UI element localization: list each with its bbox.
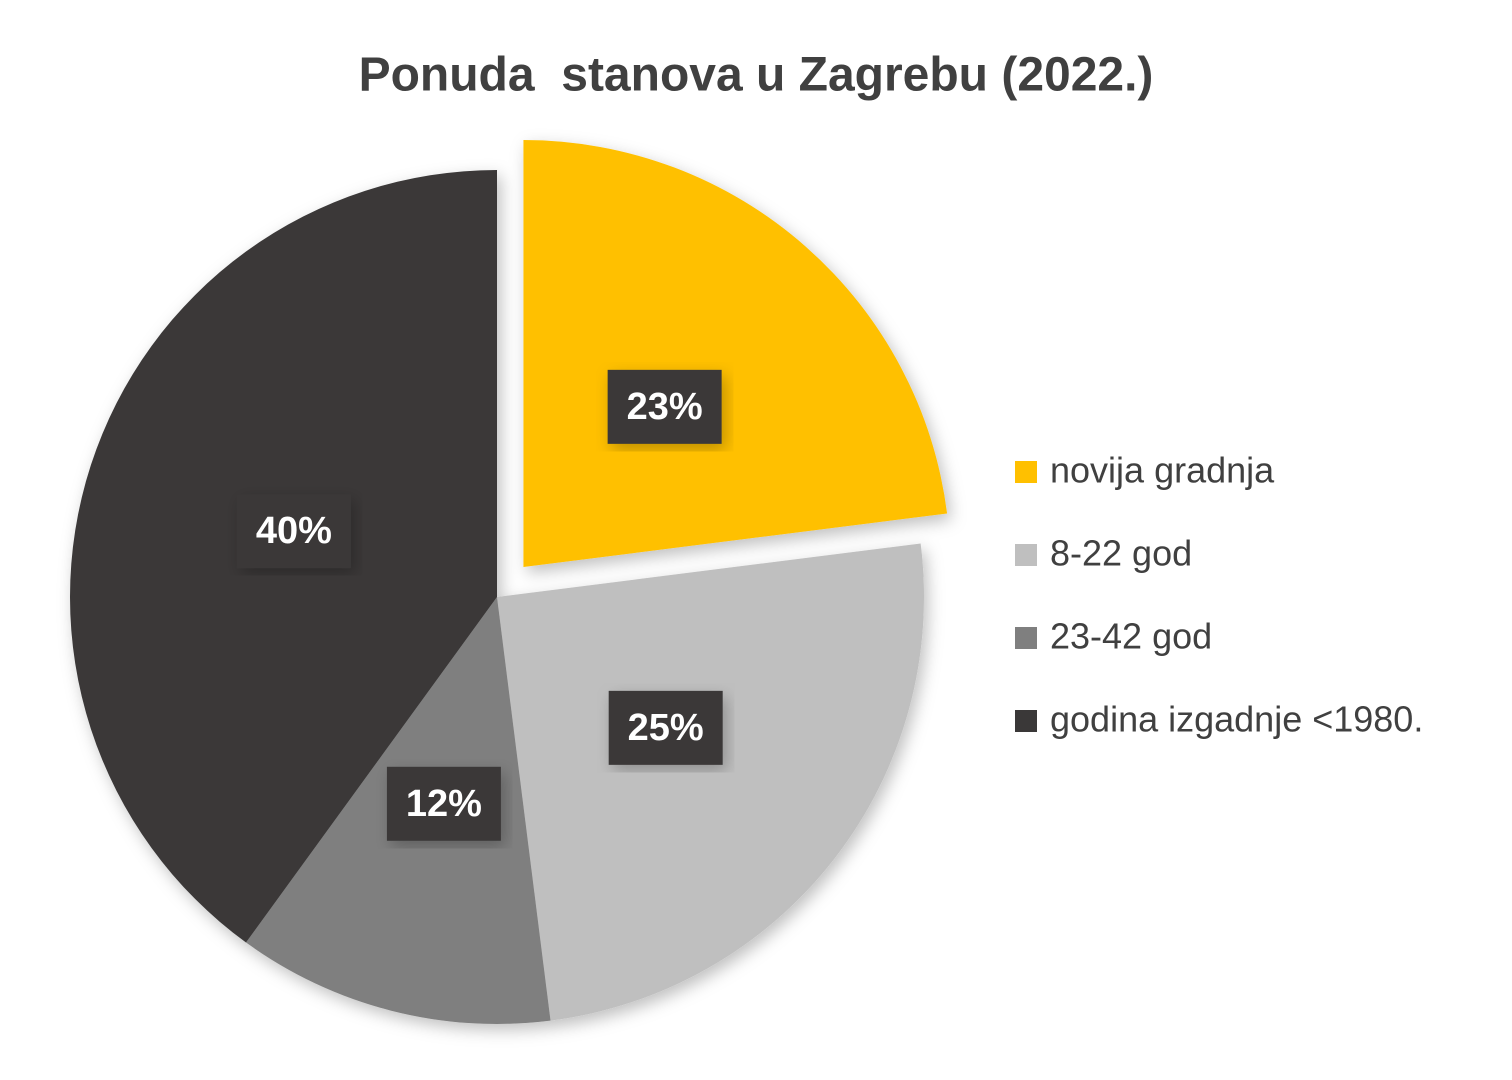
chart-title: Ponuda stanova u Zagrebu (2022.) (359, 49, 1154, 102)
data-labels: 23% 25% 12% 40% (236, 369, 723, 841)
legend-swatch (1015, 710, 1037, 732)
data-label-box (236, 494, 351, 569)
data-label-box (607, 369, 722, 444)
legend-label: 23-42 god (1050, 616, 1212, 657)
data-label: 25% (628, 707, 704, 749)
data-label-box (386, 766, 501, 841)
legend-label: novija gradnja (1050, 450, 1275, 491)
legend-label: 8-22 god (1050, 533, 1192, 574)
pie-slice (497, 543, 924, 1021)
pie (70, 139, 948, 1024)
legend-swatch (1015, 461, 1037, 483)
legend-label: godina izgadnje <1980. (1050, 699, 1423, 740)
legend-swatch (1015, 627, 1037, 649)
pie-slice (523, 139, 948, 567)
data-label-box (608, 690, 723, 765)
legend: novija gradnja 8-22 god 23-42 god godina iz… (1015, 450, 1423, 740)
data-label: 40% (256, 510, 332, 552)
data-label: 12% (406, 783, 482, 825)
legend-swatch (1015, 544, 1037, 566)
data-label: 23% (627, 386, 703, 428)
